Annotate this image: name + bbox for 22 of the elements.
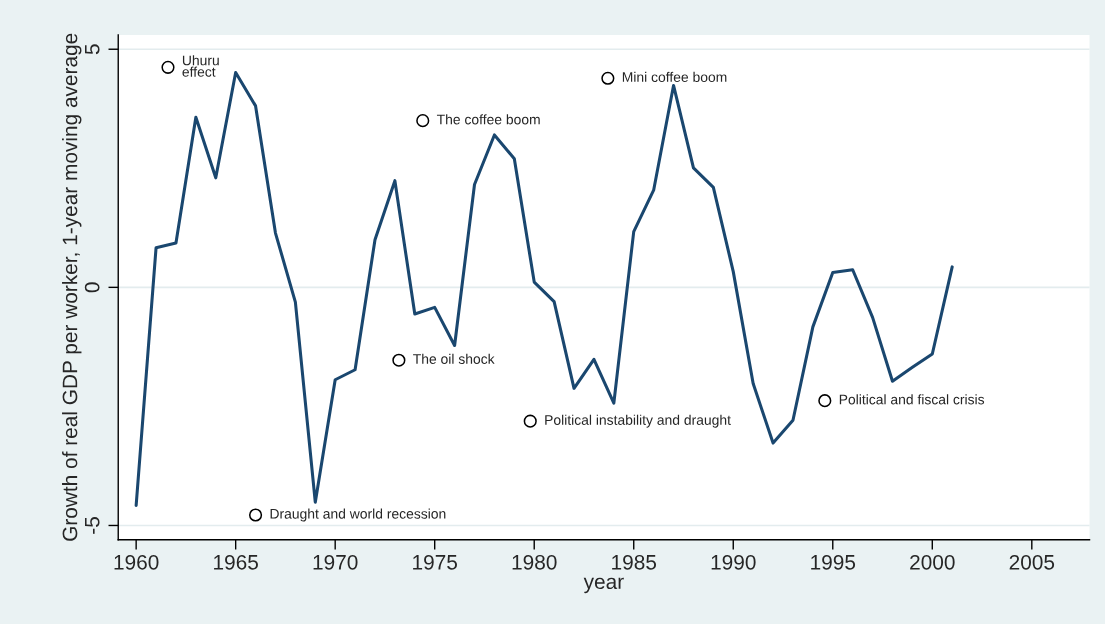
x-tick-label: 1985 (612, 554, 657, 570)
annotation: Uhuru effect (182, 55, 219, 77)
x-tick-label: 1960 (114, 554, 159, 570)
x-axis-title: year (583, 577, 624, 594)
y-tick-label: 0 (84, 282, 100, 293)
annotation: Mini coffee boom (622, 71, 727, 83)
x-tick-label: 1980 (512, 554, 557, 570)
annotation: The coffee boom (436, 114, 540, 125)
x-tick-label: 1990 (711, 554, 756, 570)
annotation: Political and fiscal crisis (839, 394, 985, 405)
x-tick-label: 1965 (214, 554, 258, 570)
annotation: Political instability and draught (545, 414, 731, 428)
x-tick-label: 2000 (910, 554, 955, 570)
annotation: The oil shock (413, 353, 495, 364)
y-tick-label: 5 (85, 44, 100, 55)
annotation: Draught and world recession (270, 508, 446, 522)
x-tick-label: 1975 (413, 554, 457, 570)
x-tick-label: 1970 (313, 554, 358, 570)
x-tick-label: 2005 (1009, 554, 1055, 570)
x-tick-label: 1995 (811, 554, 856, 570)
y-axis-title: Growth of real GDP per worker, 1-year moving average (62, 33, 82, 541)
y-tick-label: -5 (85, 517, 100, 534)
